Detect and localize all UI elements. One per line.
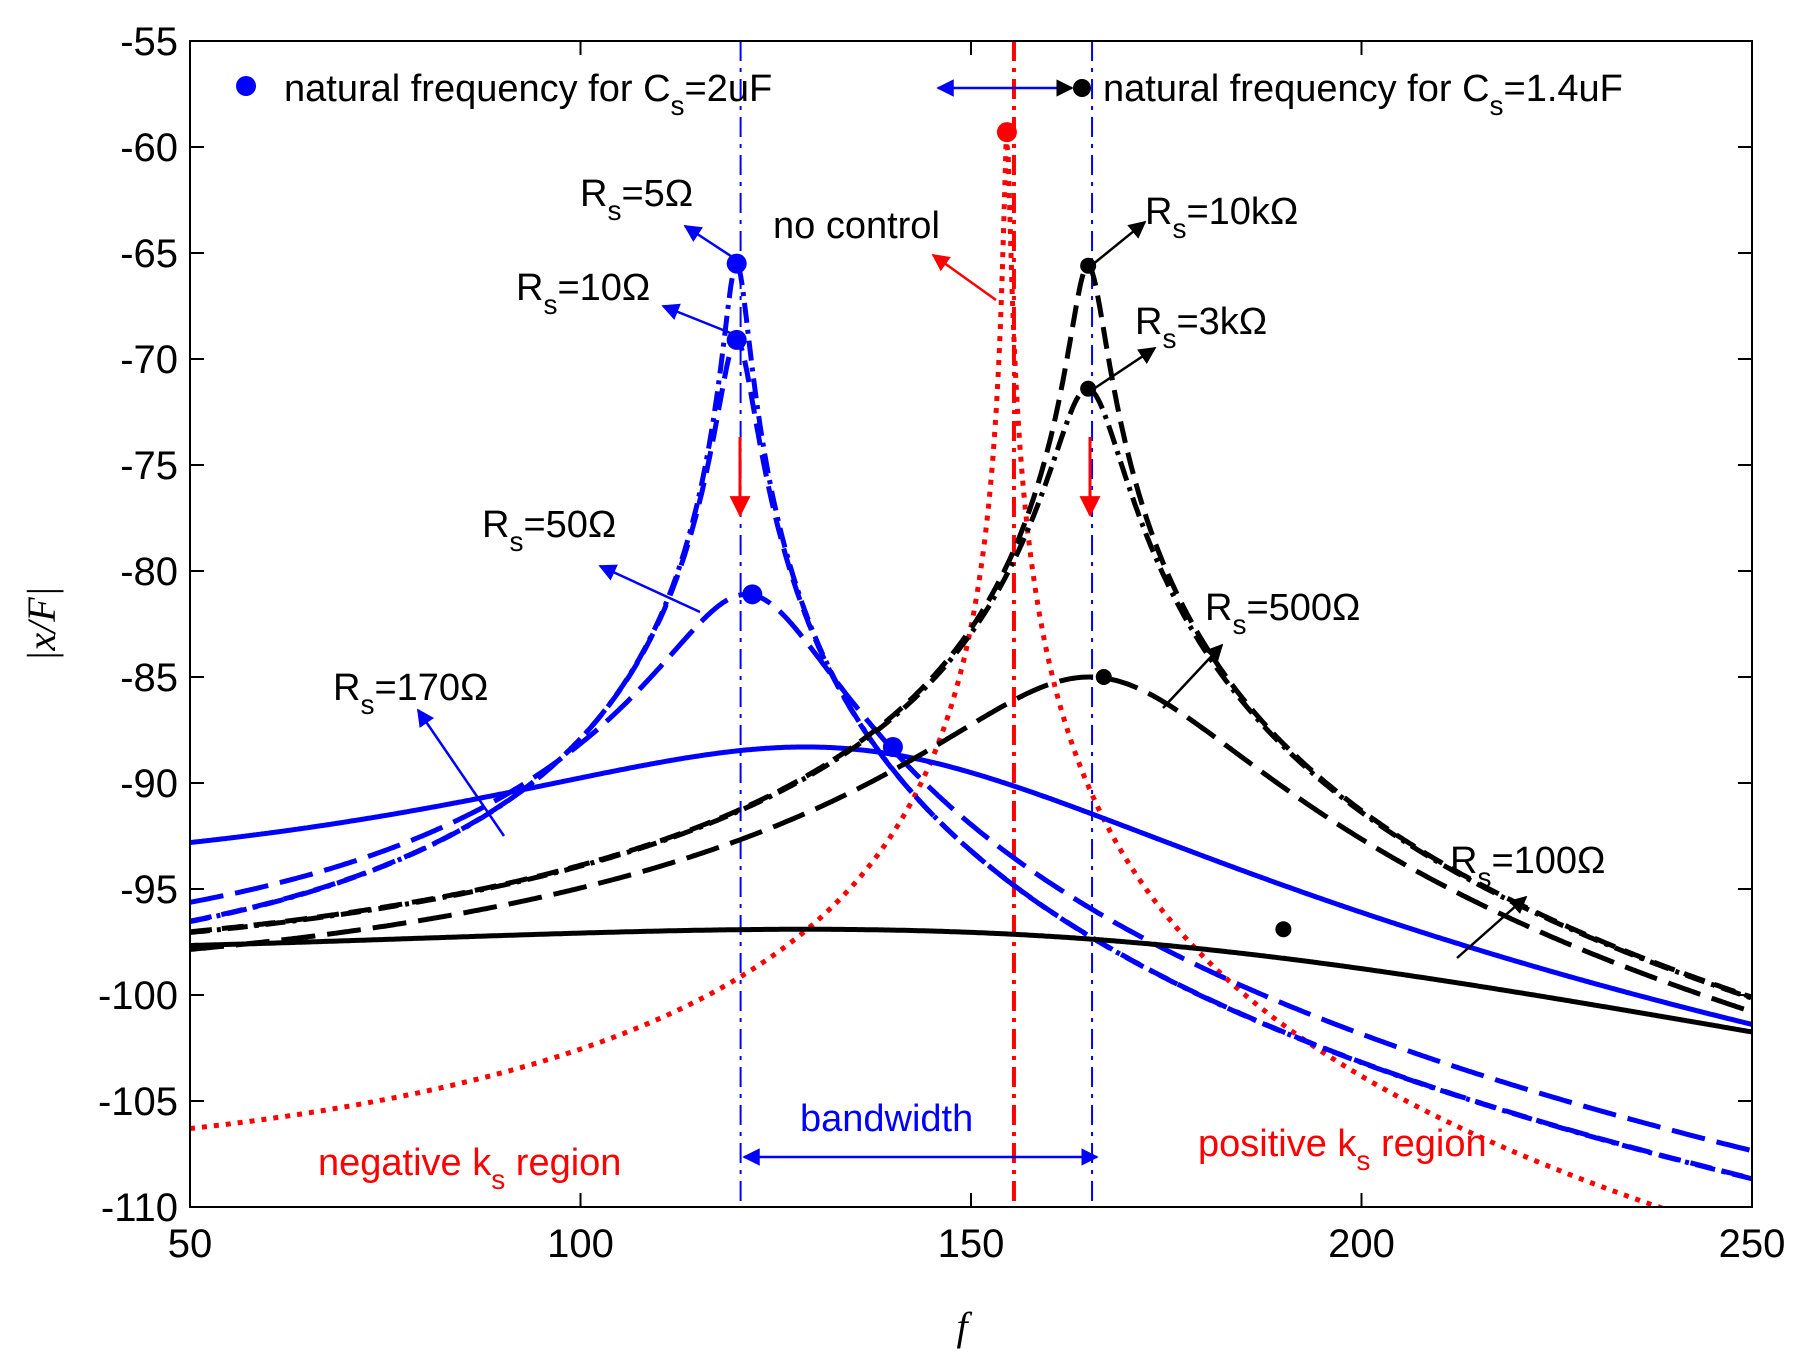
series-layer xyxy=(190,140,1752,1207)
y-axis-label: |x/F| xyxy=(19,586,64,661)
y-tick-label: -110 xyxy=(101,1186,178,1230)
x-tick-label: 50 xyxy=(168,1222,213,1266)
arrow-rs-3k xyxy=(1091,346,1157,392)
label-bandwidth: bandwidth xyxy=(800,1098,973,1140)
label-rs-50: Rs=50Ω xyxy=(482,504,616,557)
plot-frame xyxy=(189,40,1753,1208)
peak-marker xyxy=(726,253,747,274)
arrow-rs-10 xyxy=(661,303,739,338)
series-line xyxy=(190,744,1752,1027)
x-tick-label: 100 xyxy=(547,1222,614,1266)
peak-marker xyxy=(882,736,903,757)
series-line xyxy=(190,926,1752,1035)
label-rs-3k: Rs=3kΩ xyxy=(1135,301,1267,354)
arrow-rs-10k xyxy=(1091,220,1147,266)
label-rs-5: Rs=5Ω xyxy=(580,173,693,226)
label-rs-10: Rs=10Ω xyxy=(516,267,650,320)
y-tick-label: -100 xyxy=(98,974,178,1018)
y-tick-label: -105 xyxy=(98,1080,178,1124)
x-axis-label: f xyxy=(956,1304,972,1349)
label-pos-region: positive ks region xyxy=(1198,1123,1487,1176)
arrow-rs-100 xyxy=(1456,895,1528,959)
marker-layer xyxy=(726,122,1292,938)
legend-black-marker xyxy=(1073,79,1091,97)
arrow-rs-170 xyxy=(416,708,506,837)
series-line xyxy=(190,336,1752,1181)
y-tick-label: -85 xyxy=(120,656,178,700)
arrow-rs-5 xyxy=(683,224,741,264)
x-tick-label: 250 xyxy=(1719,1222,1786,1266)
y-tick-label: -95 xyxy=(120,868,178,912)
label-rs-500: Rs=500Ω xyxy=(1205,587,1360,640)
series-line xyxy=(190,386,1752,1001)
x-tick-label: 150 xyxy=(938,1222,1005,1266)
vline-layer xyxy=(739,41,1094,1207)
peak-marker xyxy=(1275,921,1292,938)
peak-marker xyxy=(1095,669,1112,685)
peak-marker xyxy=(742,584,763,605)
arrow-no-control xyxy=(931,253,997,302)
label-rs-10k: Rs=10kΩ xyxy=(1145,191,1298,244)
peak-marker xyxy=(726,329,747,350)
label-neg-region: negative ks region xyxy=(318,1142,621,1195)
y-tick-label: -60 xyxy=(120,126,178,170)
label-rs-170: Rs=170Ω xyxy=(333,667,488,720)
peak-marker xyxy=(1080,257,1097,274)
legend-blue-marker xyxy=(236,76,256,96)
y-tick-label: -75 xyxy=(120,444,178,488)
arrow-rs-50 xyxy=(598,564,701,614)
y-tick-label: -90 xyxy=(120,762,178,806)
arrow-rs-500 xyxy=(1162,643,1224,709)
peak-marker xyxy=(1080,380,1097,397)
y-tick-label: -55 xyxy=(120,20,178,64)
series-line xyxy=(190,674,1752,1015)
axes-layer: 50 100 150 200 250 -55 -60 -65 -70 -75 -80 -85 -90 -9… xyxy=(98,20,1785,1266)
y-tick-label: -80 xyxy=(120,550,178,594)
x-tick-label: 200 xyxy=(1328,1222,1395,1266)
series-line xyxy=(190,591,1752,1154)
label-no-control: no control xyxy=(773,205,940,247)
label-rs-100: Rs=100Ω xyxy=(1450,840,1605,893)
legend-black-text: natural frequency for Cs=1.4uF xyxy=(1103,68,1623,121)
y-tick-label: -70 xyxy=(120,338,178,382)
y-tick-label: -65 xyxy=(120,232,178,276)
legend-blue-text: natural frequency for Cs=2uF xyxy=(284,68,772,121)
peak-marker xyxy=(996,122,1017,143)
